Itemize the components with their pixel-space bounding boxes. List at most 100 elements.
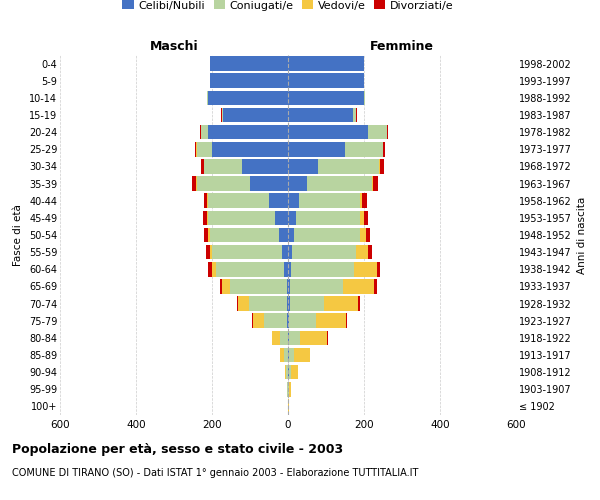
- Bar: [278, 228, 288, 242]
- Bar: [324, 296, 358, 311]
- Bar: [212, 245, 283, 260]
- Bar: [210, 56, 288, 71]
- Bar: [377, 262, 380, 276]
- Bar: [354, 262, 377, 276]
- Bar: [288, 365, 289, 380]
- Bar: [249, 296, 287, 311]
- Bar: [300, 330, 327, 345]
- Bar: [265, 314, 287, 328]
- Bar: [205, 194, 208, 208]
- Bar: [288, 90, 364, 105]
- Bar: [272, 330, 280, 345]
- Bar: [307, 176, 371, 191]
- Bar: [288, 228, 294, 242]
- Bar: [356, 245, 368, 260]
- Bar: [296, 210, 360, 225]
- Bar: [253, 314, 265, 328]
- Bar: [360, 210, 364, 225]
- Bar: [288, 399, 289, 413]
- Bar: [200, 125, 208, 140]
- Bar: [221, 108, 223, 122]
- Bar: [212, 262, 216, 276]
- Bar: [371, 176, 373, 191]
- Bar: [364, 210, 368, 225]
- Bar: [288, 125, 368, 140]
- Y-axis label: Fasce di età: Fasce di età: [13, 204, 23, 266]
- Bar: [238, 296, 249, 311]
- Bar: [208, 194, 269, 208]
- Bar: [373, 279, 377, 293]
- Legend: Celibi/Nubili, Coniugati/e, Vedovi/e, Divorziati/e: Celibi/Nubili, Coniugati/e, Vedovi/e, Di…: [118, 0, 458, 15]
- Bar: [288, 348, 289, 362]
- Bar: [280, 348, 284, 362]
- Bar: [289, 382, 290, 396]
- Bar: [316, 314, 346, 328]
- Bar: [387, 125, 388, 140]
- Text: Maschi: Maschi: [149, 40, 199, 52]
- Bar: [205, 159, 242, 174]
- Bar: [292, 245, 356, 260]
- Bar: [288, 210, 296, 225]
- Bar: [286, 365, 288, 380]
- Bar: [294, 228, 360, 242]
- Bar: [319, 159, 379, 174]
- Bar: [192, 176, 196, 191]
- Bar: [269, 194, 288, 208]
- Y-axis label: Anni di nascita: Anni di nascita: [577, 196, 587, 274]
- Bar: [368, 245, 373, 260]
- Text: Femmine: Femmine: [370, 40, 434, 52]
- Bar: [288, 108, 353, 122]
- Bar: [208, 262, 212, 276]
- Text: COMUNE DI TIRANO (SO) - Dati ISTAT 1° gennaio 2003 - Elaborazione TUTTITALIA.IT: COMUNE DI TIRANO (SO) - Dati ISTAT 1° ge…: [12, 468, 418, 477]
- Bar: [288, 314, 289, 328]
- Bar: [197, 142, 212, 156]
- Bar: [201, 159, 204, 174]
- Bar: [360, 194, 362, 208]
- Bar: [295, 348, 310, 362]
- Bar: [290, 296, 324, 311]
- Bar: [364, 90, 365, 105]
- Bar: [289, 365, 290, 380]
- Bar: [203, 210, 207, 225]
- Bar: [360, 228, 366, 242]
- Bar: [289, 348, 295, 362]
- Bar: [283, 245, 288, 260]
- Bar: [288, 262, 291, 276]
- Bar: [208, 210, 275, 225]
- Bar: [380, 159, 384, 174]
- Bar: [230, 279, 287, 293]
- Bar: [284, 348, 287, 362]
- Bar: [206, 245, 210, 260]
- Bar: [287, 382, 288, 396]
- Bar: [287, 279, 288, 293]
- Bar: [288, 56, 364, 71]
- Bar: [208, 125, 288, 140]
- Bar: [299, 194, 360, 208]
- Bar: [196, 176, 197, 191]
- Bar: [275, 210, 288, 225]
- Bar: [366, 228, 370, 242]
- Bar: [237, 296, 238, 311]
- Bar: [379, 159, 380, 174]
- Bar: [362, 194, 367, 208]
- Bar: [288, 382, 289, 396]
- Bar: [346, 314, 347, 328]
- Bar: [222, 279, 230, 293]
- Bar: [288, 296, 290, 311]
- Bar: [373, 176, 379, 191]
- Bar: [280, 330, 287, 345]
- Bar: [327, 330, 328, 345]
- Bar: [289, 330, 300, 345]
- Bar: [288, 279, 290, 293]
- Bar: [212, 142, 288, 156]
- Bar: [210, 228, 278, 242]
- Bar: [284, 262, 288, 276]
- Bar: [210, 245, 212, 260]
- Bar: [197, 176, 250, 191]
- Bar: [291, 262, 354, 276]
- Bar: [242, 159, 288, 174]
- Bar: [353, 108, 356, 122]
- Bar: [252, 314, 253, 328]
- Bar: [287, 296, 288, 311]
- Bar: [288, 142, 345, 156]
